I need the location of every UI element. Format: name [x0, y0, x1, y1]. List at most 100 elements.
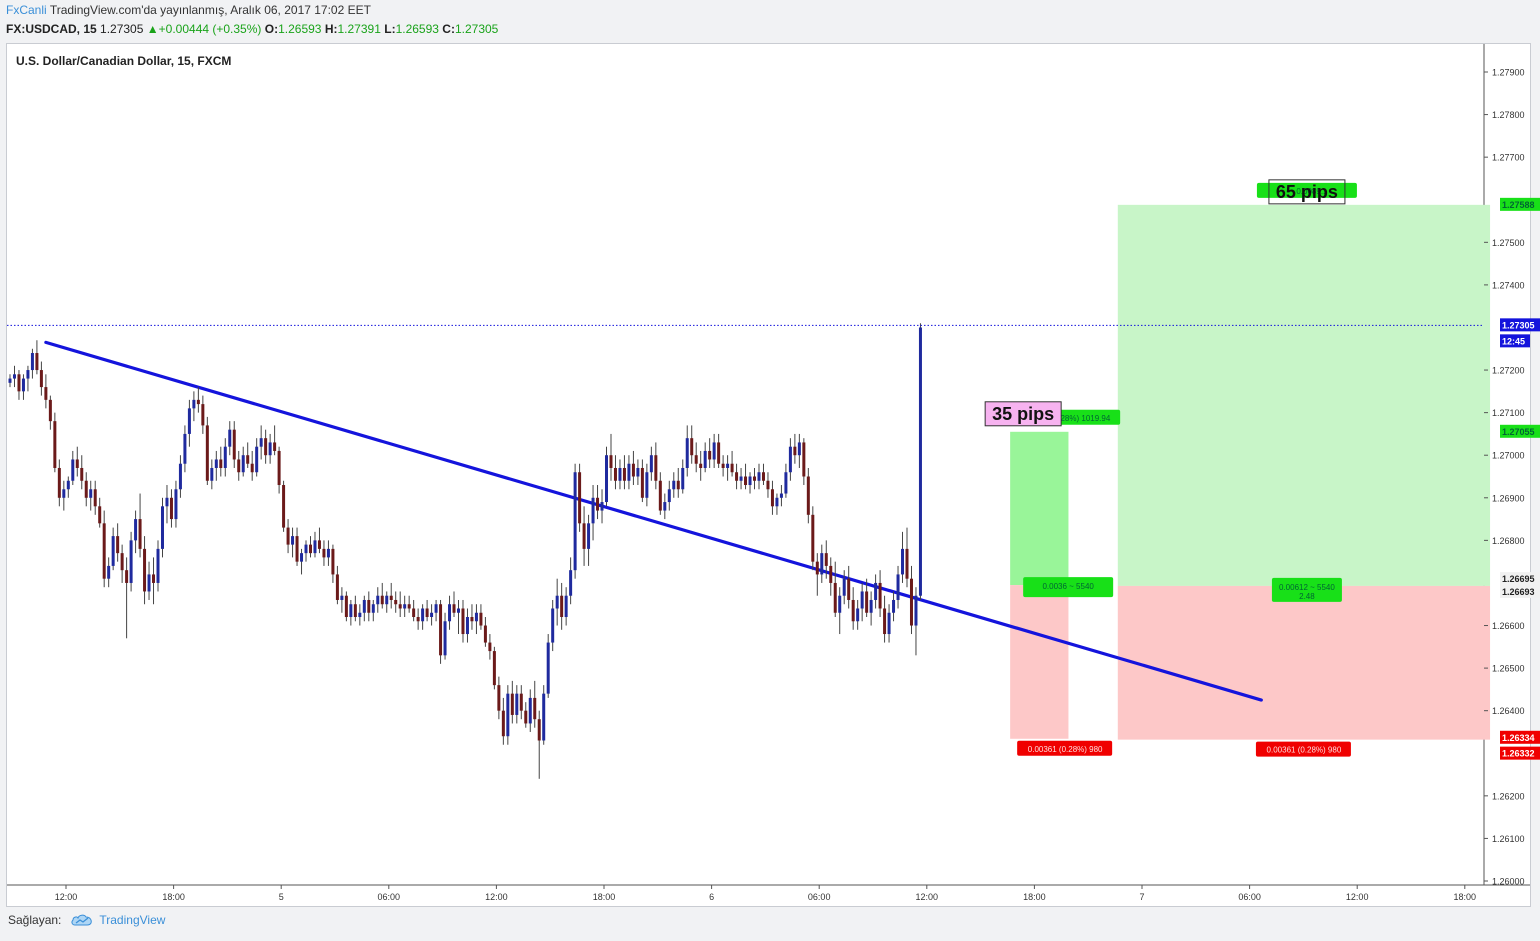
- candle: [174, 480, 178, 528]
- candle: [860, 582, 864, 622]
- candle: [120, 544, 124, 583]
- candle-body: [246, 455, 250, 464]
- candle-body: [779, 493, 783, 498]
- candle-body: [57, 467, 61, 498]
- last-price-text: 1.27305: [100, 22, 144, 36]
- candle: [407, 595, 411, 613]
- candle-body: [587, 523, 591, 549]
- candle: [255, 438, 259, 477]
- candle: [658, 472, 662, 515]
- profit-zone: [1117, 204, 1491, 586]
- tradingview-link[interactable]: TradingView: [99, 913, 166, 927]
- candle-body: [448, 604, 452, 622]
- candle-body: [896, 574, 900, 600]
- x-tick-label: 12:00: [1346, 892, 1369, 902]
- candle-body: [264, 438, 268, 456]
- candle: [421, 604, 425, 630]
- candle: [277, 446, 281, 494]
- candle: [887, 604, 891, 643]
- candle-body: [241, 455, 245, 473]
- candle: [156, 540, 160, 592]
- candle-body: [537, 719, 541, 741]
- candle: [116, 523, 120, 562]
- candle-body: [681, 467, 685, 490]
- candle: [416, 608, 420, 630]
- candle: [75, 446, 79, 477]
- candle-body: [802, 442, 806, 477]
- candle: [98, 497, 102, 528]
- y-tick-label: 1.26200: [1492, 791, 1525, 801]
- candle-body: [573, 472, 577, 571]
- candle-body: [501, 710, 505, 737]
- candle-body: [613, 467, 617, 481]
- y-tick-label: 1.27700: [1492, 153, 1525, 163]
- chart-title: U.S. Dollar/Canadian Dollar, 15, FXCM: [16, 54, 231, 68]
- candle: [398, 591, 402, 618]
- x-tick-label: 12:00: [55, 892, 78, 902]
- candle: [672, 472, 676, 498]
- candle: [246, 442, 250, 468]
- candle: [815, 553, 819, 596]
- candle: [600, 489, 604, 524]
- candle-body: [255, 446, 259, 473]
- candle: [802, 438, 806, 486]
- candle: [448, 595, 452, 630]
- candle-body: [685, 438, 689, 468]
- candle-body: [102, 523, 106, 579]
- candle: [8, 374, 12, 388]
- candle-body: [89, 489, 93, 498]
- candle-body: [887, 612, 891, 635]
- candle-body: [295, 536, 299, 562]
- candle-body: [717, 442, 721, 464]
- candle: [430, 604, 434, 626]
- candle-body: [865, 591, 869, 613]
- candle: [201, 395, 205, 434]
- candle-body: [178, 463, 182, 490]
- candle-body: [425, 608, 429, 618]
- y-tick-label: 1.27800: [1492, 110, 1525, 120]
- candle-body: [376, 595, 380, 605]
- candle-body: [250, 463, 254, 473]
- brand-name[interactable]: FxCanli: [6, 3, 47, 17]
- candle: [622, 455, 626, 490]
- candle: [856, 599, 860, 630]
- candle-body: [205, 425, 209, 481]
- candle: [569, 557, 573, 605]
- candle-body: [788, 446, 792, 473]
- candle-body: [712, 442, 716, 460]
- x-tick-label: 06:00: [378, 892, 401, 902]
- candle: [331, 544, 335, 583]
- candle-body: [851, 599, 855, 622]
- candle-body: [663, 502, 667, 511]
- candle-body: [452, 604, 456, 613]
- candle: [654, 442, 658, 490]
- candle-body: [847, 578, 851, 600]
- candle-body: [17, 374, 21, 392]
- candle-body: [914, 595, 918, 626]
- candle-body: [564, 595, 568, 618]
- candle: [443, 612, 447, 660]
- candle: [62, 480, 66, 511]
- change-text: +0.00444 (+0.35%): [158, 22, 262, 36]
- candle-body: [883, 608, 887, 635]
- candle: [663, 493, 667, 520]
- candle-body: [120, 553, 124, 571]
- price-label-text: 1.26332: [1502, 749, 1535, 759]
- candle-body: [116, 536, 120, 554]
- candle-body: [201, 404, 205, 426]
- candle: [295, 527, 299, 566]
- candle-body: [196, 399, 200, 405]
- candle-body: [192, 399, 196, 409]
- price-label-badge: [1500, 424, 1540, 438]
- candle: [335, 565, 339, 605]
- candle-body: [533, 697, 537, 720]
- candle: [537, 710, 541, 779]
- candle: [560, 582, 564, 630]
- candle: [726, 455, 730, 481]
- candle-body: [152, 574, 156, 583]
- candle-body: [219, 459, 223, 468]
- candle: [685, 425, 689, 477]
- candle: [340, 587, 344, 613]
- published-line: FxCanli TradingView.com'da yayınlanmış, …: [6, 3, 371, 17]
